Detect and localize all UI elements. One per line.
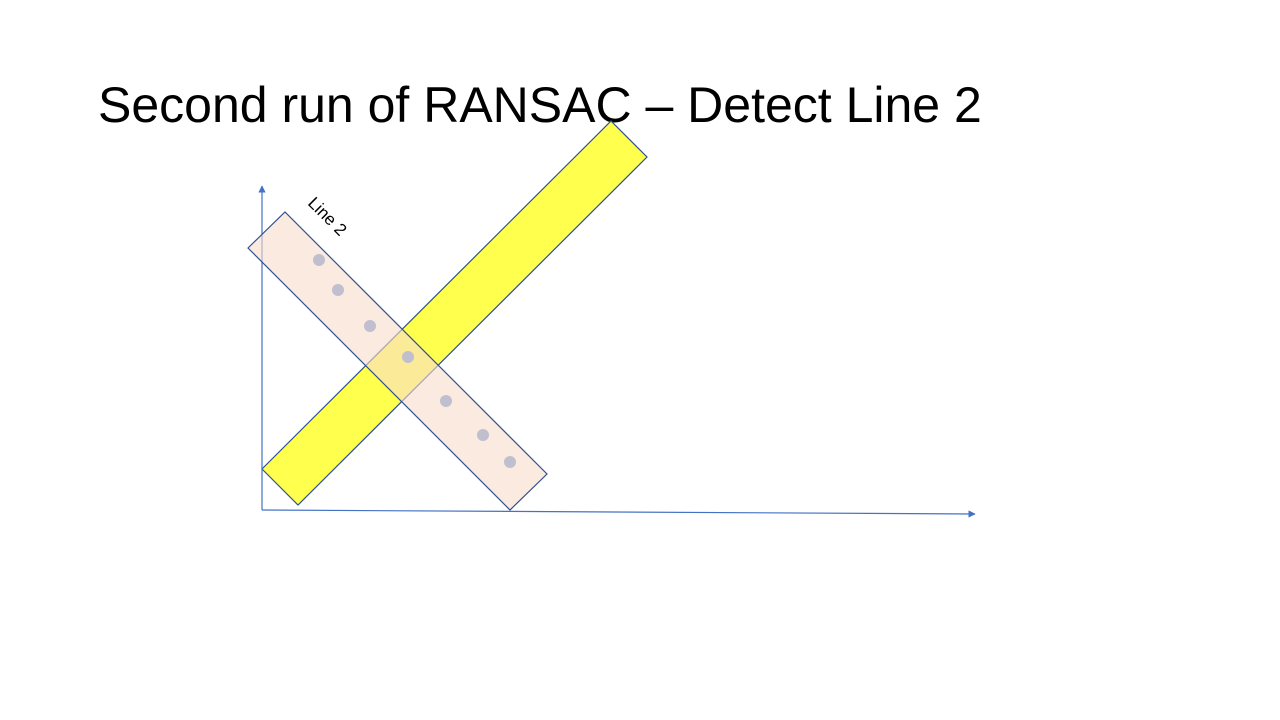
data-point (477, 429, 489, 441)
line2-band (247, 211, 548, 511)
data-point (440, 395, 452, 407)
yellow-band (261, 120, 648, 506)
data-point (313, 254, 325, 266)
data-point (364, 320, 376, 332)
line2-label: Line 2 (304, 193, 350, 239)
data-point (504, 456, 516, 468)
inlier-points (313, 254, 516, 468)
x-axis (261, 509, 976, 518)
data-point (332, 284, 344, 296)
data-point (402, 351, 414, 363)
slide-title: Second run of RANSAC – Detect Line 2 (98, 77, 982, 133)
